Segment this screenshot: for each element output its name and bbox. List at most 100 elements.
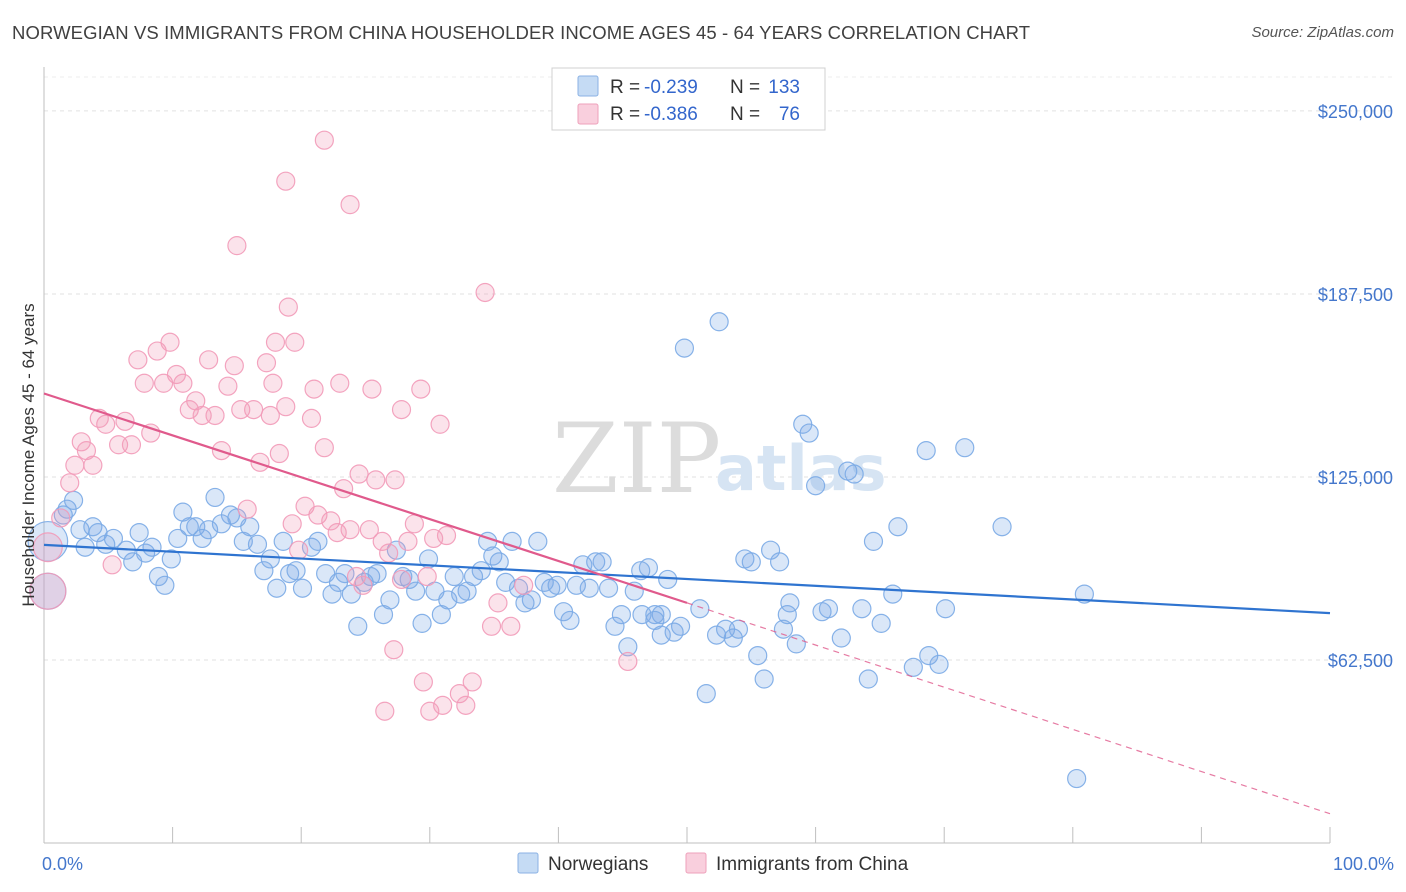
china-point-3 bbox=[60, 473, 80, 493]
norwegians-point-119 bbox=[929, 654, 949, 674]
norwegians-point-138 bbox=[831, 628, 851, 648]
norwegians-point-86 bbox=[605, 616, 625, 636]
china-points bbox=[29, 130, 638, 721]
norwegians-point-113 bbox=[858, 669, 878, 689]
norwegians-point-115 bbox=[888, 517, 908, 537]
norwegians-point-104 bbox=[769, 552, 790, 572]
norwegians-point-117 bbox=[916, 441, 936, 461]
china-point-64 bbox=[456, 695, 476, 715]
china-point-87 bbox=[349, 464, 369, 484]
china-point-89 bbox=[481, 616, 502, 636]
china-point-41 bbox=[301, 408, 322, 428]
norwegians-point-132 bbox=[709, 312, 729, 332]
norwegians-point-68 bbox=[489, 552, 509, 572]
china-point-50 bbox=[359, 520, 379, 540]
norwegians-point-38 bbox=[292, 578, 313, 598]
norwegians-point-116 bbox=[903, 657, 923, 677]
norwegians-point-13 bbox=[129, 522, 149, 543]
norwegians-point-79 bbox=[560, 610, 580, 631]
axes bbox=[43, 67, 1331, 844]
legend-n-value-1: 133 bbox=[768, 77, 800, 98]
norwegians-point-46 bbox=[348, 616, 368, 636]
china-trend-extension bbox=[686, 602, 1331, 815]
china-point-79 bbox=[375, 701, 395, 721]
norwegians-point-15 bbox=[142, 537, 162, 557]
norwegians-point-136 bbox=[754, 669, 774, 689]
china-point-59 bbox=[417, 566, 437, 587]
china-point-19 bbox=[160, 332, 180, 352]
norwegians-point-137 bbox=[780, 593, 800, 613]
china-point-74 bbox=[362, 379, 382, 399]
norwegians-point-30 bbox=[240, 517, 260, 537]
china-point-86 bbox=[475, 282, 495, 303]
china-point-14 bbox=[128, 350, 148, 370]
china-point-38 bbox=[282, 514, 302, 534]
norwegians-point-111 bbox=[844, 464, 864, 484]
norwegians-point-133 bbox=[651, 604, 671, 625]
china-point-44 bbox=[321, 511, 341, 531]
norwegians-point-101 bbox=[728, 619, 749, 639]
bottom-legend-china: Immigrants from China bbox=[716, 854, 909, 875]
y-tick-label-1: $125,000 bbox=[1318, 468, 1393, 488]
china-point-32 bbox=[244, 400, 264, 420]
y-tick-label-3: $250,000 bbox=[1318, 102, 1393, 122]
norwegians-point-105 bbox=[777, 604, 797, 625]
china-point-53 bbox=[379, 543, 399, 563]
china-point-88 bbox=[391, 569, 412, 590]
china-point-55 bbox=[391, 400, 412, 420]
norwegians-point-135 bbox=[690, 599, 710, 619]
norwegians-point-42 bbox=[322, 584, 342, 604]
norwegians-point-82 bbox=[579, 578, 599, 598]
norwegians-point-126 bbox=[735, 549, 755, 569]
china-point-67 bbox=[501, 616, 521, 636]
norwegians-point-97 bbox=[696, 684, 716, 704]
norwegians-point-84 bbox=[592, 552, 612, 572]
china-point-16 bbox=[141, 423, 161, 443]
y-axis-label: Householder Income Ages 45 - 64 years bbox=[19, 303, 38, 606]
china-point-51 bbox=[366, 470, 386, 490]
norwegians-point-55 bbox=[406, 581, 426, 601]
china-point-1 bbox=[32, 532, 63, 563]
norwegians-point-96 bbox=[670, 616, 691, 636]
y-tick-label-0: $62,500 bbox=[1328, 651, 1393, 671]
norwegians-point-122 bbox=[992, 517, 1012, 537]
norwegians-point-4 bbox=[63, 490, 84, 510]
china-point-33 bbox=[250, 452, 270, 472]
norwegians-point-25 bbox=[205, 487, 225, 508]
china-point-63 bbox=[449, 684, 469, 704]
norwegians-point-49 bbox=[367, 563, 387, 584]
china-point-58 bbox=[411, 379, 431, 399]
y-tick-label-2: $187,500 bbox=[1318, 285, 1393, 305]
china-point-85 bbox=[340, 195, 360, 215]
china-trend-line bbox=[43, 392, 688, 604]
legend-r-label-2: R = bbox=[610, 104, 640, 125]
china-point-84 bbox=[314, 130, 334, 150]
legend-swatch-china bbox=[577, 103, 599, 125]
china-point-81 bbox=[265, 332, 286, 352]
norwegians-point-128 bbox=[793, 414, 813, 434]
china-point-36 bbox=[269, 443, 289, 464]
norwegians-trend-line bbox=[43, 543, 1331, 615]
norwegians-point-127 bbox=[773, 619, 794, 639]
norwegians-point-35 bbox=[273, 531, 293, 551]
legend-r-value-2: -0.386 bbox=[644, 104, 698, 125]
china-point-31 bbox=[237, 499, 257, 519]
china-point-70 bbox=[278, 297, 298, 317]
watermark: ZIP atlas bbox=[552, 403, 886, 515]
norwegians-point-106 bbox=[786, 634, 806, 654]
norwegians-point-61 bbox=[444, 566, 464, 587]
norwegians-point-32 bbox=[254, 561, 274, 581]
china-point-2 bbox=[51, 508, 71, 528]
norwegians-point-112 bbox=[852, 599, 872, 619]
source-label: Source: ZipAtlas.com bbox=[1251, 24, 1394, 41]
norwegians-point-91 bbox=[638, 558, 659, 578]
china-point-52 bbox=[372, 531, 392, 551]
china-point-54 bbox=[385, 470, 405, 490]
bottom-swatch-china bbox=[685, 852, 707, 874]
china-point-39 bbox=[289, 540, 309, 560]
china-point-9 bbox=[96, 414, 116, 434]
china-point-73 bbox=[330, 373, 350, 393]
legend-n-label-2: N = bbox=[730, 104, 760, 125]
china-point-21 bbox=[173, 373, 193, 393]
